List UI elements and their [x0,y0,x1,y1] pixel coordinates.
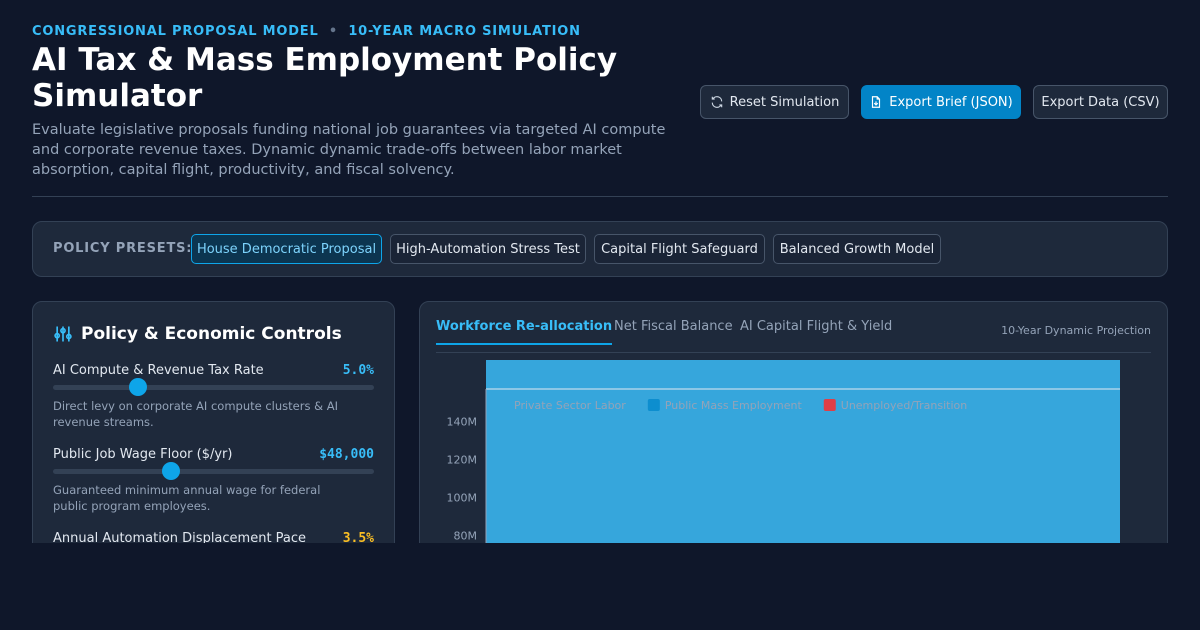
page-title: AI Tax & Mass Employment Policy Simulato… [32,42,618,114]
reset-button[interactable]: Reset Simulation [700,85,849,119]
control-label: AI Compute & Revenue Tax Rate [53,363,264,378]
tab[interactable]: Net Fiscal Balance [614,319,733,334]
control-label: Public Job Wage Floor ($/yr) [53,447,233,462]
control-description: Guaranteed minimum annual wage for feder… [53,483,321,513]
panel-title: Policy & Economic Controls [81,324,342,344]
export-data-button[interactable]: Export Data (CSV) [1033,85,1168,119]
y-tick-label: 100M [447,491,478,504]
tab[interactable]: Workforce Re-allocation [436,319,613,345]
control-description: Direct levy on corporate AI compute clus… [53,399,338,429]
eyebrow-text: CONGRESSIONAL PROPOSAL MODEL [32,24,319,39]
divider [32,196,1168,197]
tab[interactable]: AI Capital Flight & Yield [740,319,893,334]
slider-thumb[interactable] [162,462,180,480]
export-brief-button[interactable]: Export Brief (JSON) [861,85,1021,119]
page-description: Evaluate legislative proposals funding n… [32,122,666,178]
preset-button[interactable]: Capital Flight Safeguard [594,234,765,264]
legend-label: Private Sector Labor [514,399,626,412]
tab-divider [436,352,1151,353]
preset-button[interactable]: High-Automation Stress Test [390,234,586,264]
button-label: Export Data (CSV) [1041,94,1160,110]
legend-swatch [497,399,509,411]
legend-label: Unemployed/Transition [841,399,967,412]
slider-thumb[interactable] [129,378,147,396]
preset-button[interactable]: Balanced Growth Model [773,234,941,264]
area [486,360,1120,543]
reset-icon [711,96,722,108]
legend-swatch [647,399,660,411]
presets-panel: POLICY PRESETS: House Democratic Proposa… [32,221,1168,277]
eyebrow-text: 10-YEAR MACRO SIMULATION [348,24,581,39]
button-label: Reset Simulation [729,94,840,110]
sliders-icon [54,326,72,342]
y-tick-label: 140M [447,415,478,428]
chart-note: 10-Year Dynamic Projection [1001,324,1151,337]
separator: • [328,24,338,39]
preset-button[interactable]: House Democratic Proposal [191,234,382,264]
control-value: 3.5% [342,531,374,543]
button-label: Export Brief (JSON) [889,94,1013,110]
control-value: $48,000 [319,447,374,462]
slider-track[interactable] [53,378,374,396]
control-value: 5.0% [342,363,374,378]
file-icon [872,96,881,108]
legend-swatch [823,399,836,411]
eyebrow: CONGRESSIONAL PROPOSAL MODEL • 10-YEAR M… [32,24,581,39]
slider-track[interactable] [53,462,374,480]
chart: 80M 100M 120M 140M Private Sector Labor Publi… [447,360,1120,543]
y-tick-label: 80M [454,529,478,542]
presets-label: POLICY PRESETS: [53,241,193,256]
controls-panel: Policy & Economic Controls AI Compute & … [32,301,395,543]
control-label: Annual Automation Displacement Pace [53,531,307,543]
y-tick-label: 120M [447,453,478,466]
legend-label: Public Mass Employment [665,399,803,412]
viewport: CONGRESSIONAL PROPOSAL MODEL • 10-YEAR M… [32,24,1168,543]
